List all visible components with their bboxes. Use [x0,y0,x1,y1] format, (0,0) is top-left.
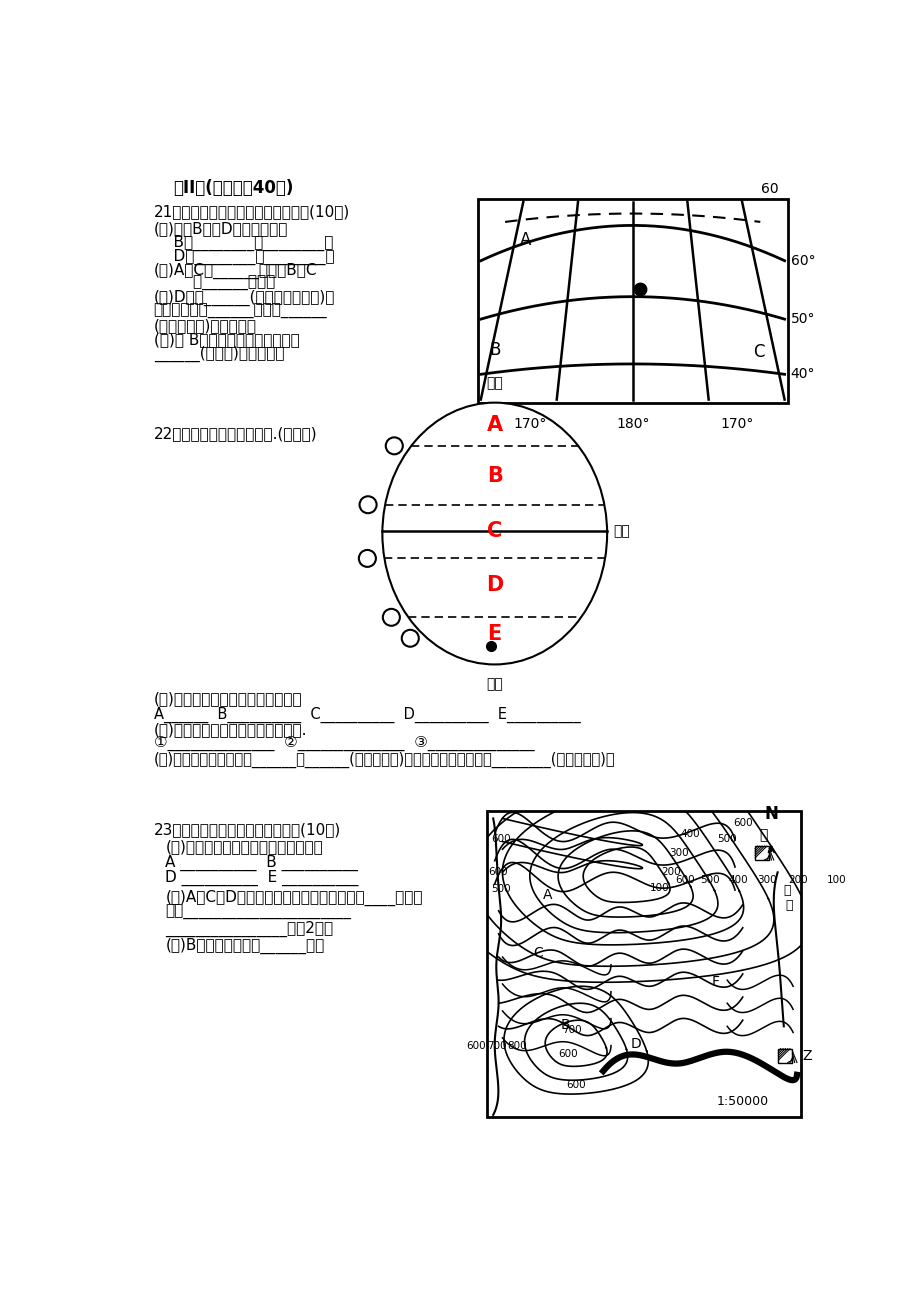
Text: (３)有极昼极夜现象的是______、______(用字母填写)；有阳光直射现象的是________(用字母填写)。: (３)有极昼极夜现象的是______、______(用字母填写)；有阳光直射现象… [153,751,615,768]
Text: 500: 500 [699,875,720,885]
Text: D: D [485,574,503,595]
Text: D：________，________。: D：________，________。 [153,249,334,264]
Text: 600: 600 [558,1049,577,1060]
Text: B: B [489,341,500,359]
Text: ⑤: ⑤ [403,631,416,646]
Text: 40°: 40° [790,367,814,381]
Text: 60°: 60° [790,254,814,268]
Bar [477,199,787,402]
Text: 22．读《五带划分图》回答.(１０分): 22．读《五带划分图》回答.(１０分) [153,426,317,441]
Text: C: C [486,521,502,540]
Text: 南极: 南极 [486,677,503,691]
Text: 300: 300 [668,848,688,858]
Text: 50°: 50° [790,312,814,326]
Text: 600: 600 [491,833,510,844]
Text: (１)写出下列字母所代表的山地部位：: (１)写出下列字母所代表的山地部位： [165,840,323,854]
Text: 170°: 170° [720,417,754,431]
Text: E: E [487,625,502,644]
Text: 100: 100 [649,883,669,893]
Text: 200: 200 [788,875,808,885]
Text: A: A [486,415,503,435]
Text: (２)A、C、D三处的河流有一条是错误的，是____，判断: (２)A、C、D三处的河流有一条是错误的，是____，判断 [165,891,423,906]
Text: B: B [560,1018,570,1031]
Text: N: N [764,805,777,823]
Text: Z: Z [801,1048,811,1062]
Text: ________________。（2分）: ________________。（2分） [165,921,334,937]
Text: ①______________  ②______________  ③______________: ①______________ ②______________ ③_______… [153,736,534,751]
Text: ④: ④ [385,611,397,625]
Text: (１)写出图中字母所处的五带名称：: (１)写出图中字母所处的五带名称： [153,691,302,707]
Text: (２)A在C的______方向；B在C: (２)A在C的______方向；B在C [153,263,317,279]
Text: (１)写出B点和D点的经纬度。: (１)写出B点和D点的经纬度。 [153,221,288,236]
Circle shape [358,549,376,566]
Text: 北极: 北极 [486,376,503,391]
Text: 小: 小 [785,900,792,913]
Text: 理由______________________: 理由______________________ [165,905,351,921]
Text: ②: ② [361,497,374,512]
Text: A __________  B __________: A __________ B __________ [165,854,357,871]
Ellipse shape [382,402,607,664]
Text: C: C [533,947,542,960]
Text: (３)B点的海拔高度为______米。: (３)B点的海拔高度为______米。 [165,937,324,954]
Text: 60: 60 [760,182,777,197]
Text: C: C [752,344,764,362]
Circle shape [359,496,376,513]
Text: A: A [520,230,531,249]
Text: 的______方向。: 的______方向。 [153,276,275,292]
Text: 500: 500 [491,884,510,894]
Text: 甲: 甲 [759,828,767,842]
Text: (高、中、低)纬度地区。: (高、中、低)纬度地区。 [153,318,256,333]
Text: D: D [630,1038,641,1051]
Text: 600: 600 [466,1040,486,1051]
Text: ③: ③ [361,552,373,565]
Text: ①: ① [388,439,400,453]
Text: 700: 700 [486,1040,505,1051]
Text: B: B [486,466,502,486]
Text: 第II卷(综合题內40分): 第II卷(综合题內40分) [173,180,293,198]
Text: 400: 400 [680,829,699,838]
Bar [777,1048,791,1062]
Text: 180°: 180° [616,417,649,431]
Text: 500: 500 [717,833,736,844]
Text: 100: 100 [826,875,845,885]
Text: 位于五带中的______带，是______: 位于五带中的______带，是______ [153,305,327,319]
Text: 600: 600 [566,1081,585,1090]
Text: 600: 600 [488,867,507,878]
Text: A: A [542,888,551,902]
Text: 800: 800 [506,1040,526,1051]
Text: 21．根据下面经纬网图，回答问题。(10分): 21．根据下面经纬网图，回答问题。(10分) [153,204,349,219]
Text: (３)D位于______(东半球或西半球)，: (３)D位于______(东半球或西半球)， [153,290,335,306]
Text: 200: 200 [661,867,680,878]
Text: D __________  E __________: D __________ E __________ [165,870,358,887]
Text: 赤道: 赤道 [613,523,630,538]
Text: (２)写出图中数码的纬线度数及符号.: (２)写出图中数码的纬线度数及符号. [153,723,307,737]
Circle shape [402,630,418,647]
Text: 河: 河 [782,884,789,897]
Bar [486,811,800,1117]
Circle shape [385,437,403,454]
Text: 170°: 170° [513,417,547,431]
Text: 700: 700 [562,1025,582,1035]
Text: F: F [711,975,719,990]
Text: ______(能或否)回到原点。: ______(能或否)回到原点。 [153,345,284,362]
Text: 600: 600 [732,819,752,828]
Text: 23．读等高线地形图，回答问题。(10分): 23．读等高线地形图，回答问题。(10分) [153,823,341,837]
Circle shape [382,609,400,626]
Text: 400: 400 [728,875,747,885]
Text: B：________，________；: B：________，________； [153,234,333,251]
Text: A______  B__________  C__________  D__________  E__________: A______ B__________ C__________ D_______… [153,707,580,723]
Bar [754,846,768,861]
Text: 300: 300 [756,875,776,885]
Text: 1:50000: 1:50000 [716,1095,768,1108]
Text: (４)从 B点沿所在纬线向东行进，: (４)从 B点沿所在纬线向东行进， [153,332,300,346]
Text: 600: 600 [675,875,694,885]
